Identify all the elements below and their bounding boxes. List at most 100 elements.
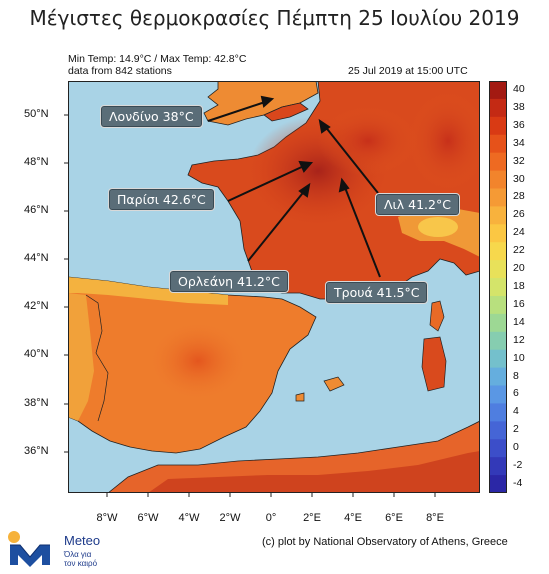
lon-label: 8°E — [426, 512, 444, 524]
colorbar-tick-label: 2 — [513, 423, 519, 436]
arrowhead-troyes — [338, 177, 350, 193]
mallorca-land — [323, 376, 345, 392]
lon-label: 8°W — [96, 512, 118, 524]
callout-lille: Λιλ 41.2°C — [375, 193, 460, 216]
lon-label: 6°E — [385, 512, 403, 524]
minmax-text: Min Temp: 14.9°C / Max Temp: 42.8°C — [68, 53, 247, 65]
alps-peak-area — [418, 217, 458, 237]
colorbar-tick-label: 34 — [513, 136, 525, 149]
colorbar-tick-label: 16 — [513, 297, 525, 310]
colorbar — [489, 81, 507, 493]
colorbar-tick-label: 20 — [513, 262, 525, 275]
colorbar-segment — [489, 457, 507, 476]
colorbar-tick-label: 8 — [513, 369, 519, 382]
arrow-london — [207, 100, 269, 122]
colorbar-tick-label: 12 — [513, 333, 525, 346]
arrowhead-lille — [318, 118, 331, 134]
credit-text: (c) plot by National Observatory of Athe… — [262, 536, 508, 548]
lon-label: 6°W — [137, 512, 159, 524]
sahara-inland — [148, 451, 480, 493]
iberia-north-coast — [68, 277, 228, 305]
colorbar-segment — [489, 242, 507, 261]
colorbar-segment — [489, 367, 507, 387]
colorbar-tick-label: -4 — [513, 477, 523, 490]
corsica-land — [429, 300, 445, 332]
map-title: Μέγιστες θερμοκρασίες Πέμπτη 25 Ιουλίου … — [29, 6, 520, 30]
callout-paris: Παρίσι 42.6°C — [108, 188, 215, 211]
colorbar-tick-label: 38 — [513, 100, 525, 113]
colorbar-segment — [489, 152, 507, 172]
callout-orleans: Ορλεάνη 41.2°C — [169, 270, 289, 293]
temperature-map — [68, 81, 480, 493]
logo-name: Meteo — [64, 533, 101, 548]
map-frame — [68, 81, 480, 493]
colorbar-segment — [489, 170, 507, 189]
arrow-lille — [323, 124, 379, 194]
lon-label: 0° — [265, 512, 277, 524]
colorbar-tick-label: 40 — [513, 82, 525, 95]
lat-label: 44°N — [24, 252, 49, 264]
callout-troyes: Τρουά 41.5°C — [325, 281, 429, 304]
colorbar-tick-label: 26 — [513, 208, 525, 221]
colorbar-segment — [489, 188, 507, 207]
colorbar-segment — [489, 295, 507, 315]
colorbar-tick-label: 30 — [513, 172, 525, 185]
heat-core-northeast — [318, 106, 418, 176]
lon-label: 4°W — [178, 512, 200, 524]
lat-label: 36°N — [24, 445, 49, 457]
colorbar-tick-label: 22 — [513, 244, 525, 257]
datetime-text: 25 Jul 2019 at 15:00 UTC — [348, 65, 468, 77]
colorbar-segment — [489, 475, 507, 493]
lat-label: 38°N — [24, 397, 49, 409]
arrow-paris — [227, 164, 307, 202]
logo-tagline-2: τον καιρό — [64, 559, 98, 568]
colorbar-frame — [489, 81, 507, 493]
portugal-border — [85, 294, 109, 422]
meteo-logo-icon — [8, 531, 50, 567]
callout-london: Λονδίνο 38°C — [100, 105, 203, 128]
colorbar-tick-label: 18 — [513, 280, 525, 292]
axis-ticks — [64, 114, 436, 497]
colorbar-segment — [489, 98, 507, 118]
arrowhead-orleans — [298, 182, 311, 198]
iberia-heat-core — [148, 321, 248, 401]
colorbar-segment — [489, 278, 507, 297]
lat-label: 46°N — [24, 204, 49, 216]
iberia-west-coast — [68, 293, 94, 421]
arrowhead-london — [260, 95, 275, 108]
colorbar-tick-label: 14 — [513, 315, 525, 328]
colorbar-segment — [489, 224, 507, 243]
colorbar-tick-label: 24 — [513, 226, 525, 239]
colorbar-segment — [489, 349, 507, 369]
colorbar-segment — [489, 206, 507, 225]
logo-tagline-1: Όλα για — [64, 550, 92, 559]
colorbar-segment — [489, 313, 507, 333]
lat-label: 48°N — [24, 156, 49, 168]
colorbar-tick-label: 36 — [513, 118, 525, 131]
colorbar-tick-label: 4 — [513, 405, 519, 418]
lon-label: 4°E — [344, 512, 362, 524]
arrow-troyes — [343, 184, 381, 278]
arrowhead-paris — [298, 160, 314, 173]
colorbar-segment — [489, 385, 507, 404]
colorbar-segment — [489, 439, 507, 458]
lon-label: 2°E — [303, 512, 321, 524]
colorbar-segment — [489, 403, 507, 422]
colorbar-tick-label: 0 — [513, 441, 519, 454]
colorbar-tick-label: 28 — [513, 190, 525, 203]
callout-arrows — [207, 95, 381, 278]
lat-label: 40°N — [24, 348, 49, 360]
lat-label: 50°N — [24, 108, 49, 120]
colorbar-segment — [489, 134, 507, 154]
sardinia-land — [421, 336, 447, 392]
colorbar-segment — [489, 81, 507, 100]
colorbar-segment — [489, 260, 507, 279]
colorbar-segment — [489, 421, 507, 440]
heat-core-germany — [408, 91, 480, 191]
colorbar-segment — [489, 116, 507, 136]
britain-southeast-land — [263, 102, 309, 122]
colorbar-segment — [489, 331, 507, 351]
stations-text: data from 842 stations — [68, 65, 172, 77]
colorbar-tick-label: 6 — [513, 387, 519, 400]
colorbar-tick-label: 10 — [513, 351, 525, 364]
